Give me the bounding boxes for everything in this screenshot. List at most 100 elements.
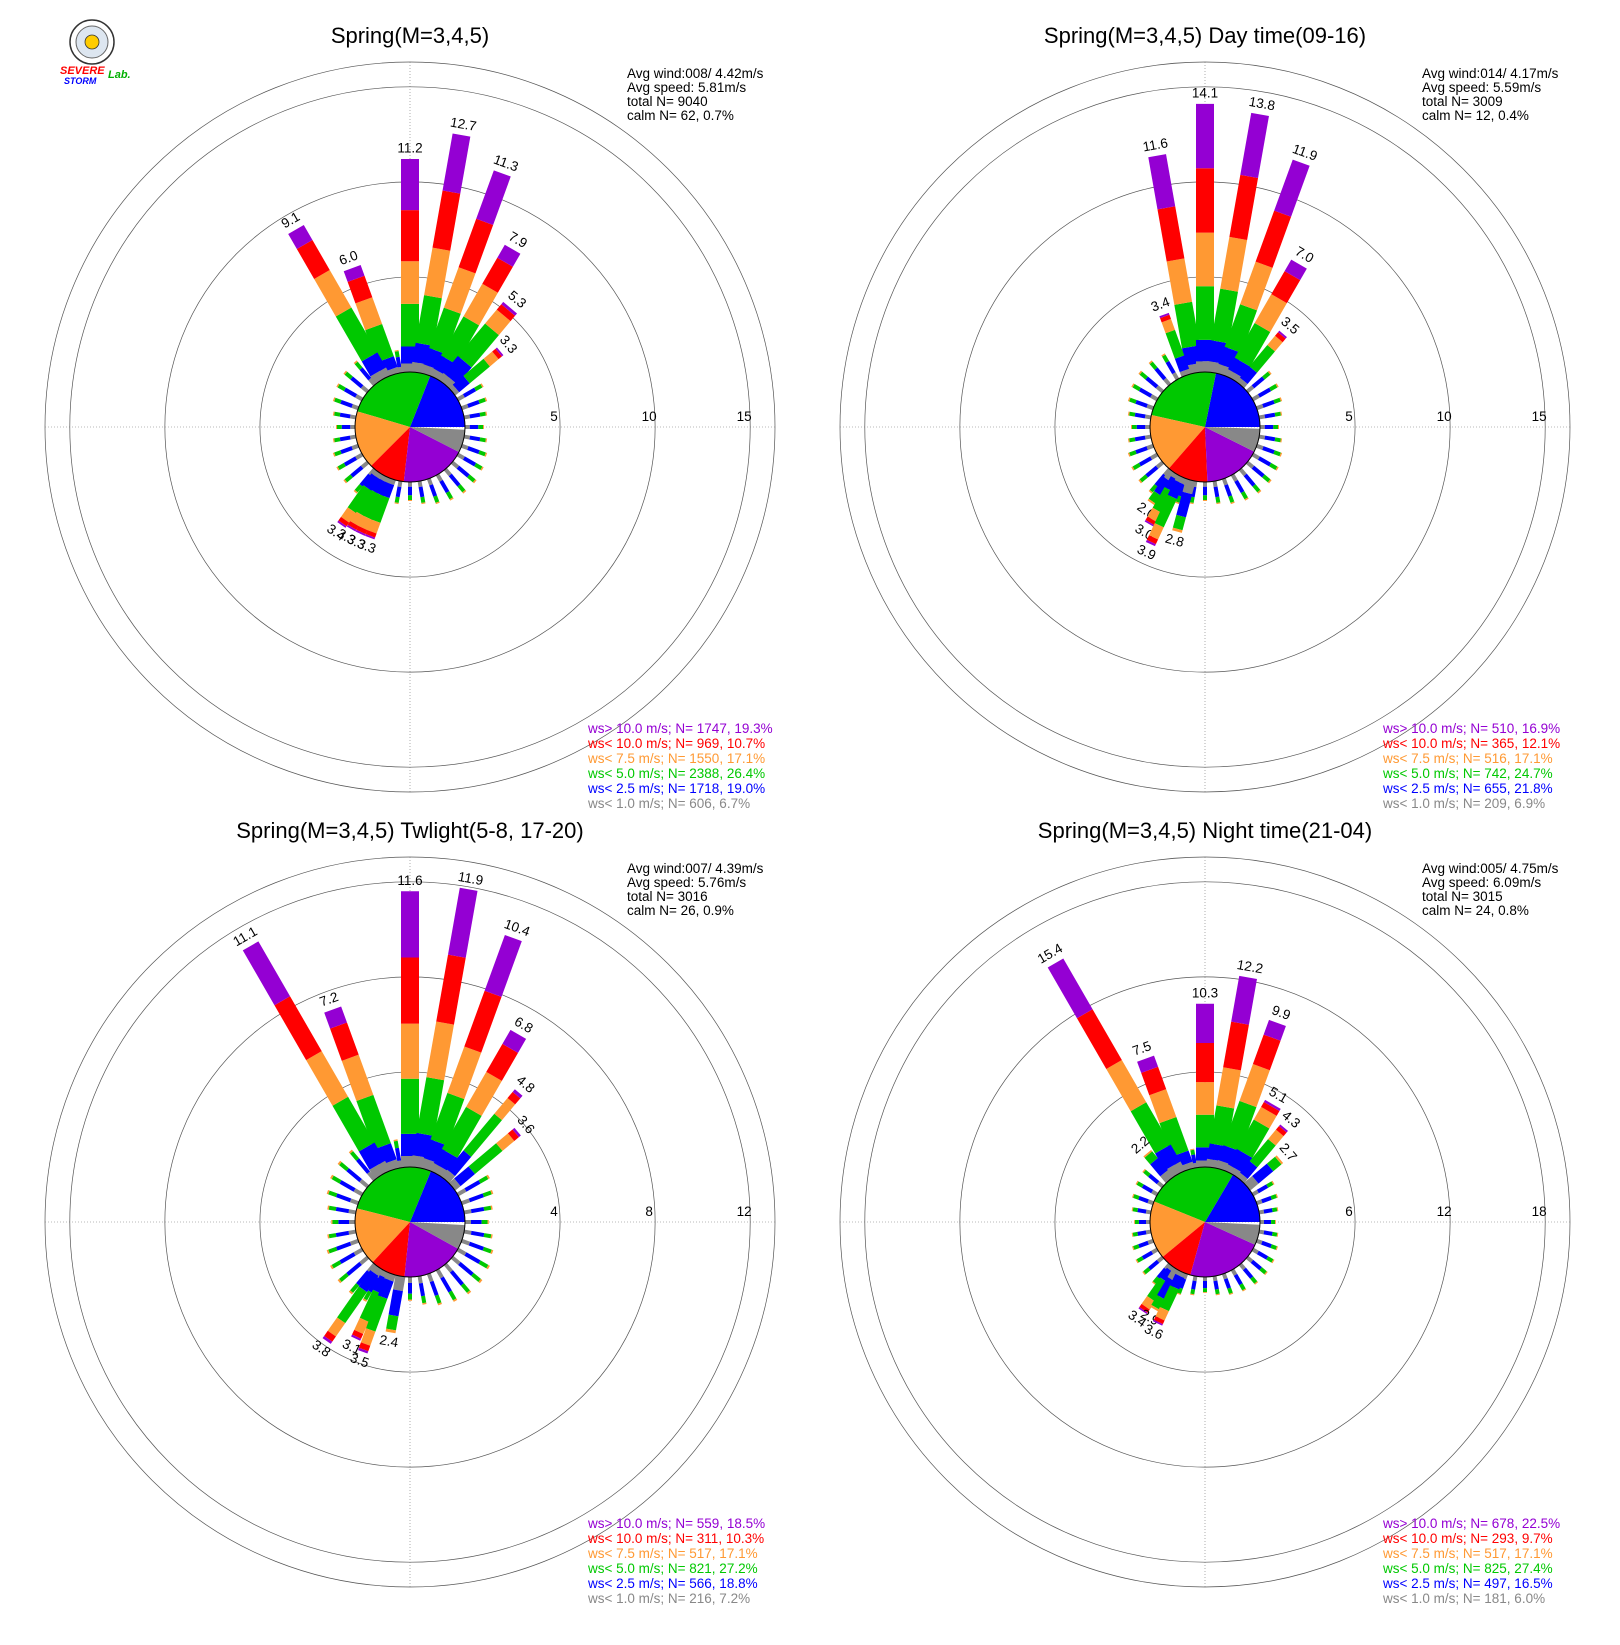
pie-slice — [1153, 1167, 1233, 1222]
petal-segment — [1149, 523, 1164, 540]
petal-segment — [1191, 1280, 1197, 1290]
petal-segment — [1148, 1259, 1160, 1271]
petal-segment — [350, 1283, 360, 1293]
petal-segment — [426, 477, 433, 486]
pie-slice — [1190, 1222, 1256, 1277]
petal-segment — [512, 1127, 521, 1138]
petal-segment — [397, 480, 403, 488]
petal-segment — [1262, 446, 1275, 454]
petal-segment — [368, 476, 385, 494]
petal-segment — [1190, 1148, 1195, 1151]
petal-segment — [1134, 412, 1146, 419]
petal-segment — [341, 425, 351, 429]
petal-segment — [355, 394, 364, 402]
petal-segment — [322, 1335, 333, 1344]
petal-segment — [468, 1193, 485, 1203]
petal-label: 9.9 — [1270, 1002, 1293, 1023]
petal-segment — [1264, 425, 1274, 429]
petal-segment — [1275, 332, 1286, 343]
petal-segment — [358, 1142, 386, 1170]
petal-segment — [1244, 497, 1249, 501]
petal-segment — [1267, 479, 1272, 484]
petal-segment — [352, 1329, 364, 1339]
petal-segment — [1138, 1240, 1149, 1248]
petal-segment — [448, 1290, 457, 1301]
petal-segment — [1133, 1244, 1140, 1250]
petal-segment — [368, 377, 377, 387]
petal-segment — [1212, 1275, 1218, 1282]
legend-entry: ws< 5.0 m/s; N= 821, 27.2% — [587, 1561, 758, 1576]
petal-segment — [1179, 368, 1191, 378]
petal-segment — [469, 412, 481, 419]
petal-segment — [1153, 1316, 1165, 1325]
petal-segment — [452, 375, 470, 393]
petal-segment — [355, 297, 383, 331]
petal-segment — [426, 1021, 454, 1081]
petal-segment — [337, 520, 347, 528]
petal-segment — [1146, 535, 1159, 545]
petal-label: 3.4 — [1149, 294, 1172, 315]
petal-segment — [483, 1205, 492, 1211]
petal-label: 3.3 — [345, 531, 368, 553]
petal-segment — [468, 1241, 485, 1251]
petal-segment — [274, 996, 322, 1061]
petal-segment — [401, 159, 419, 211]
petal-segment — [370, 367, 391, 384]
petal-segment — [443, 267, 476, 314]
petal-segment — [401, 1078, 419, 1134]
petal-segment — [1143, 1149, 1153, 1158]
petal-segment — [1176, 1292, 1181, 1295]
petal-segment — [401, 957, 419, 1024]
petal-segment — [460, 404, 469, 411]
petal-segment — [363, 491, 384, 520]
petal-segment — [471, 1272, 481, 1282]
petal-label: 2.4 — [378, 1332, 400, 1350]
petal-segment — [1271, 1180, 1275, 1185]
stat-avg-speed: Avg speed: 5.81m/s — [627, 80, 746, 95]
petal-segment — [497, 244, 521, 267]
legend-entry: ws< 5.0 m/s; N= 742, 24.7% — [1382, 766, 1553, 781]
petal-segment — [336, 466, 340, 471]
petal-segment — [1196, 1042, 1214, 1083]
petal-segment — [408, 1282, 412, 1294]
petal-segment — [486, 1264, 490, 1270]
petal-segment — [347, 275, 373, 304]
stat-avg-wind: Avg wind:014/ 4.17m/s — [1422, 66, 1559, 81]
range-ring — [959, 976, 1451, 1468]
petal-segment — [1252, 484, 1261, 493]
petal-segment — [1231, 975, 1257, 1025]
petal-segment — [458, 1261, 474, 1276]
stat-calm: calm N= 62, 0.7% — [627, 108, 734, 123]
petal-segment — [1276, 1232, 1279, 1237]
petal-segment — [463, 283, 498, 326]
petal-segment — [1234, 323, 1271, 367]
petal-segment — [368, 1276, 380, 1293]
petal-segment — [1230, 501, 1235, 505]
chart-title: Spring(M=3,4,5) Day time(09-16) — [1044, 23, 1366, 48]
petal-segment — [348, 1290, 354, 1295]
petal-segment — [1271, 271, 1301, 304]
petal-segment — [1174, 301, 1200, 349]
petal-segment — [1259, 1267, 1267, 1275]
petal-segment — [456, 465, 470, 478]
petal-segment — [1236, 377, 1248, 389]
petal-segment — [1192, 1275, 1198, 1282]
petal-segment — [421, 502, 426, 505]
logo-severe-text: SEVERE — [60, 65, 105, 77]
petal-segment — [401, 1023, 419, 1079]
petal-segment — [448, 384, 460, 396]
petal-segment — [1190, 1288, 1196, 1295]
petal-segment — [1263, 1099, 1281, 1111]
ring-label: 5 — [550, 409, 558, 424]
petal-segment — [460, 1238, 471, 1246]
petal-segment — [478, 1278, 483, 1284]
petal-segment — [496, 1133, 515, 1151]
petal-segment — [1127, 397, 1131, 402]
petal-segment — [507, 1091, 521, 1105]
petal-segment — [358, 1347, 369, 1354]
petal-segment — [418, 486, 425, 498]
petal-segment — [456, 1247, 467, 1256]
petal-label: 11.6 — [397, 873, 422, 888]
petal-segment — [408, 482, 412, 487]
petal-segment — [350, 1151, 360, 1161]
